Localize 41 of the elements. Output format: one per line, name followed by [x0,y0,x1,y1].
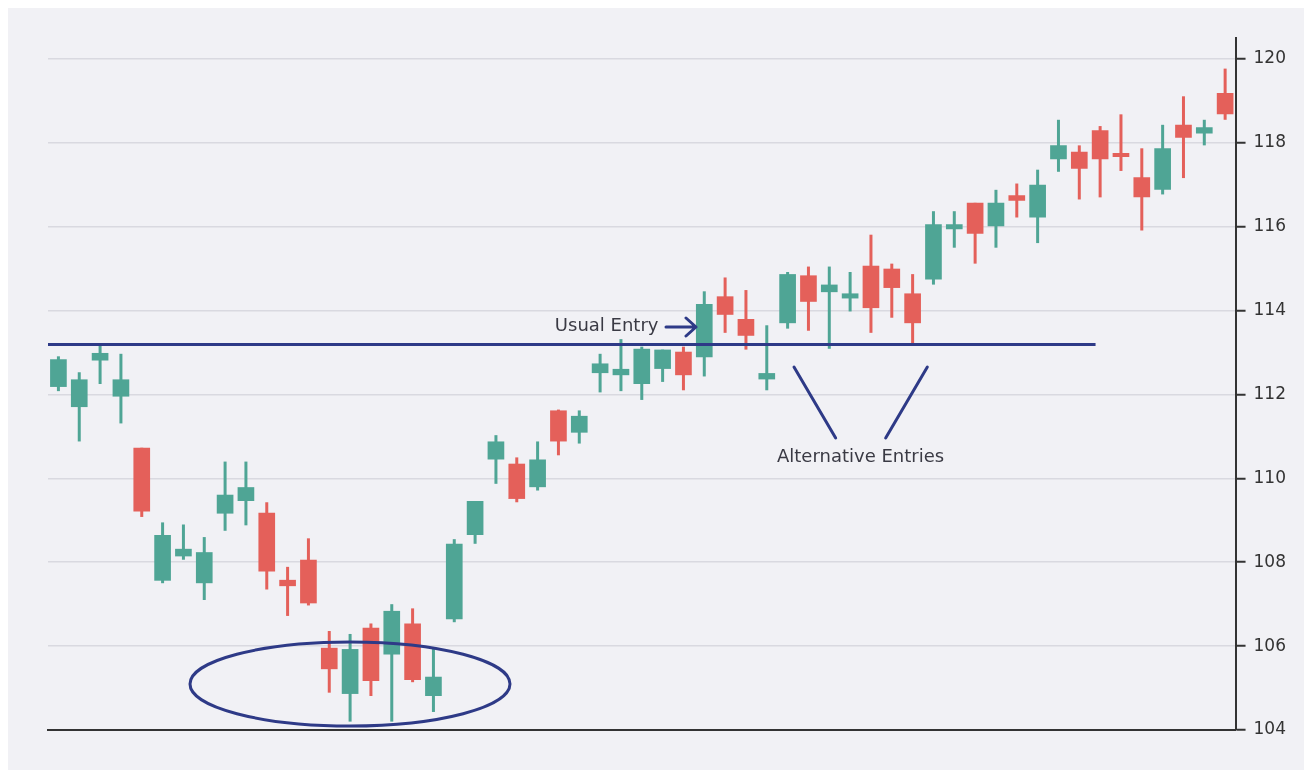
candlestick [175,524,192,560]
candlestick [91,345,109,384]
annotation: Usual Entry [554,314,659,336]
candlestick [1133,148,1151,231]
candlestick [987,188,1005,248]
candlestick [1008,183,1026,218]
candlestick [841,272,859,312]
candlestick [320,631,338,693]
candlestick [279,565,296,616]
candlestick [487,435,505,484]
candlestick [675,346,692,391]
candlestick [1195,118,1213,146]
candlestick [1216,68,1234,120]
candlestick [758,325,776,391]
y-tick-label: 116 [1253,215,1287,236]
candlestick [591,352,609,393]
candlestick [654,349,671,382]
candlestick [737,290,755,350]
candlestick [612,339,630,393]
y-tick-label: 108 [1253,550,1287,571]
annotation: Alternative Entries [776,445,945,467]
candlestick [570,410,588,444]
candlestick [1175,96,1192,180]
candlestick [716,277,734,333]
candlestick [820,266,838,349]
candlestick [237,461,255,526]
y-tick-label: 106 [1253,634,1287,655]
candlestick [1070,145,1088,200]
candlestick [945,211,963,248]
candlestick [1112,114,1130,171]
candlestick [883,263,901,318]
y-tick-label: 112 [1253,382,1287,403]
candlestick [216,461,234,531]
candlestick [1050,118,1067,172]
y-tick-label: 110 [1253,466,1287,487]
candlestick [112,352,130,424]
candlestick [425,647,442,712]
y-tick-label: 120 [1253,47,1287,68]
y-tick-label: 114 [1253,299,1287,320]
y-tick-label: 104 [1253,718,1287,739]
y-tick-label: 118 [1253,131,1287,152]
